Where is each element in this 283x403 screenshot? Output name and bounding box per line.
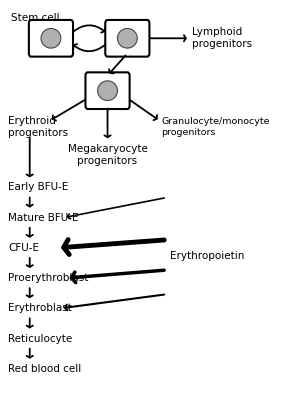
- Ellipse shape: [41, 29, 61, 48]
- FancyBboxPatch shape: [85, 73, 130, 109]
- Text: Erythroblast: Erythroblast: [8, 303, 72, 313]
- Text: Erythroid
progenitors: Erythroid progenitors: [8, 116, 68, 138]
- Text: Stem cell: Stem cell: [11, 13, 60, 23]
- Text: Reticulocyte: Reticulocyte: [8, 334, 73, 343]
- Ellipse shape: [117, 29, 137, 48]
- Ellipse shape: [98, 81, 117, 100]
- FancyBboxPatch shape: [29, 20, 73, 56]
- Text: CFU-E: CFU-E: [8, 243, 40, 253]
- Text: Early BFU-E: Early BFU-E: [8, 183, 69, 192]
- Text: Lymphoid
progenitors: Lymphoid progenitors: [192, 27, 252, 49]
- Text: Granulocyte/monocyte
progenitors: Granulocyte/monocyte progenitors: [161, 117, 270, 137]
- Text: Mature BFU-E: Mature BFU-E: [8, 213, 79, 222]
- Text: Proerythroblast: Proerythroblast: [8, 273, 89, 283]
- Text: Erythropoietin: Erythropoietin: [170, 251, 244, 261]
- Text: Red blood cell: Red blood cell: [8, 364, 82, 374]
- FancyBboxPatch shape: [105, 20, 149, 56]
- Text: Megakaryocyte
progenitors: Megakaryocyte progenitors: [68, 144, 147, 166]
